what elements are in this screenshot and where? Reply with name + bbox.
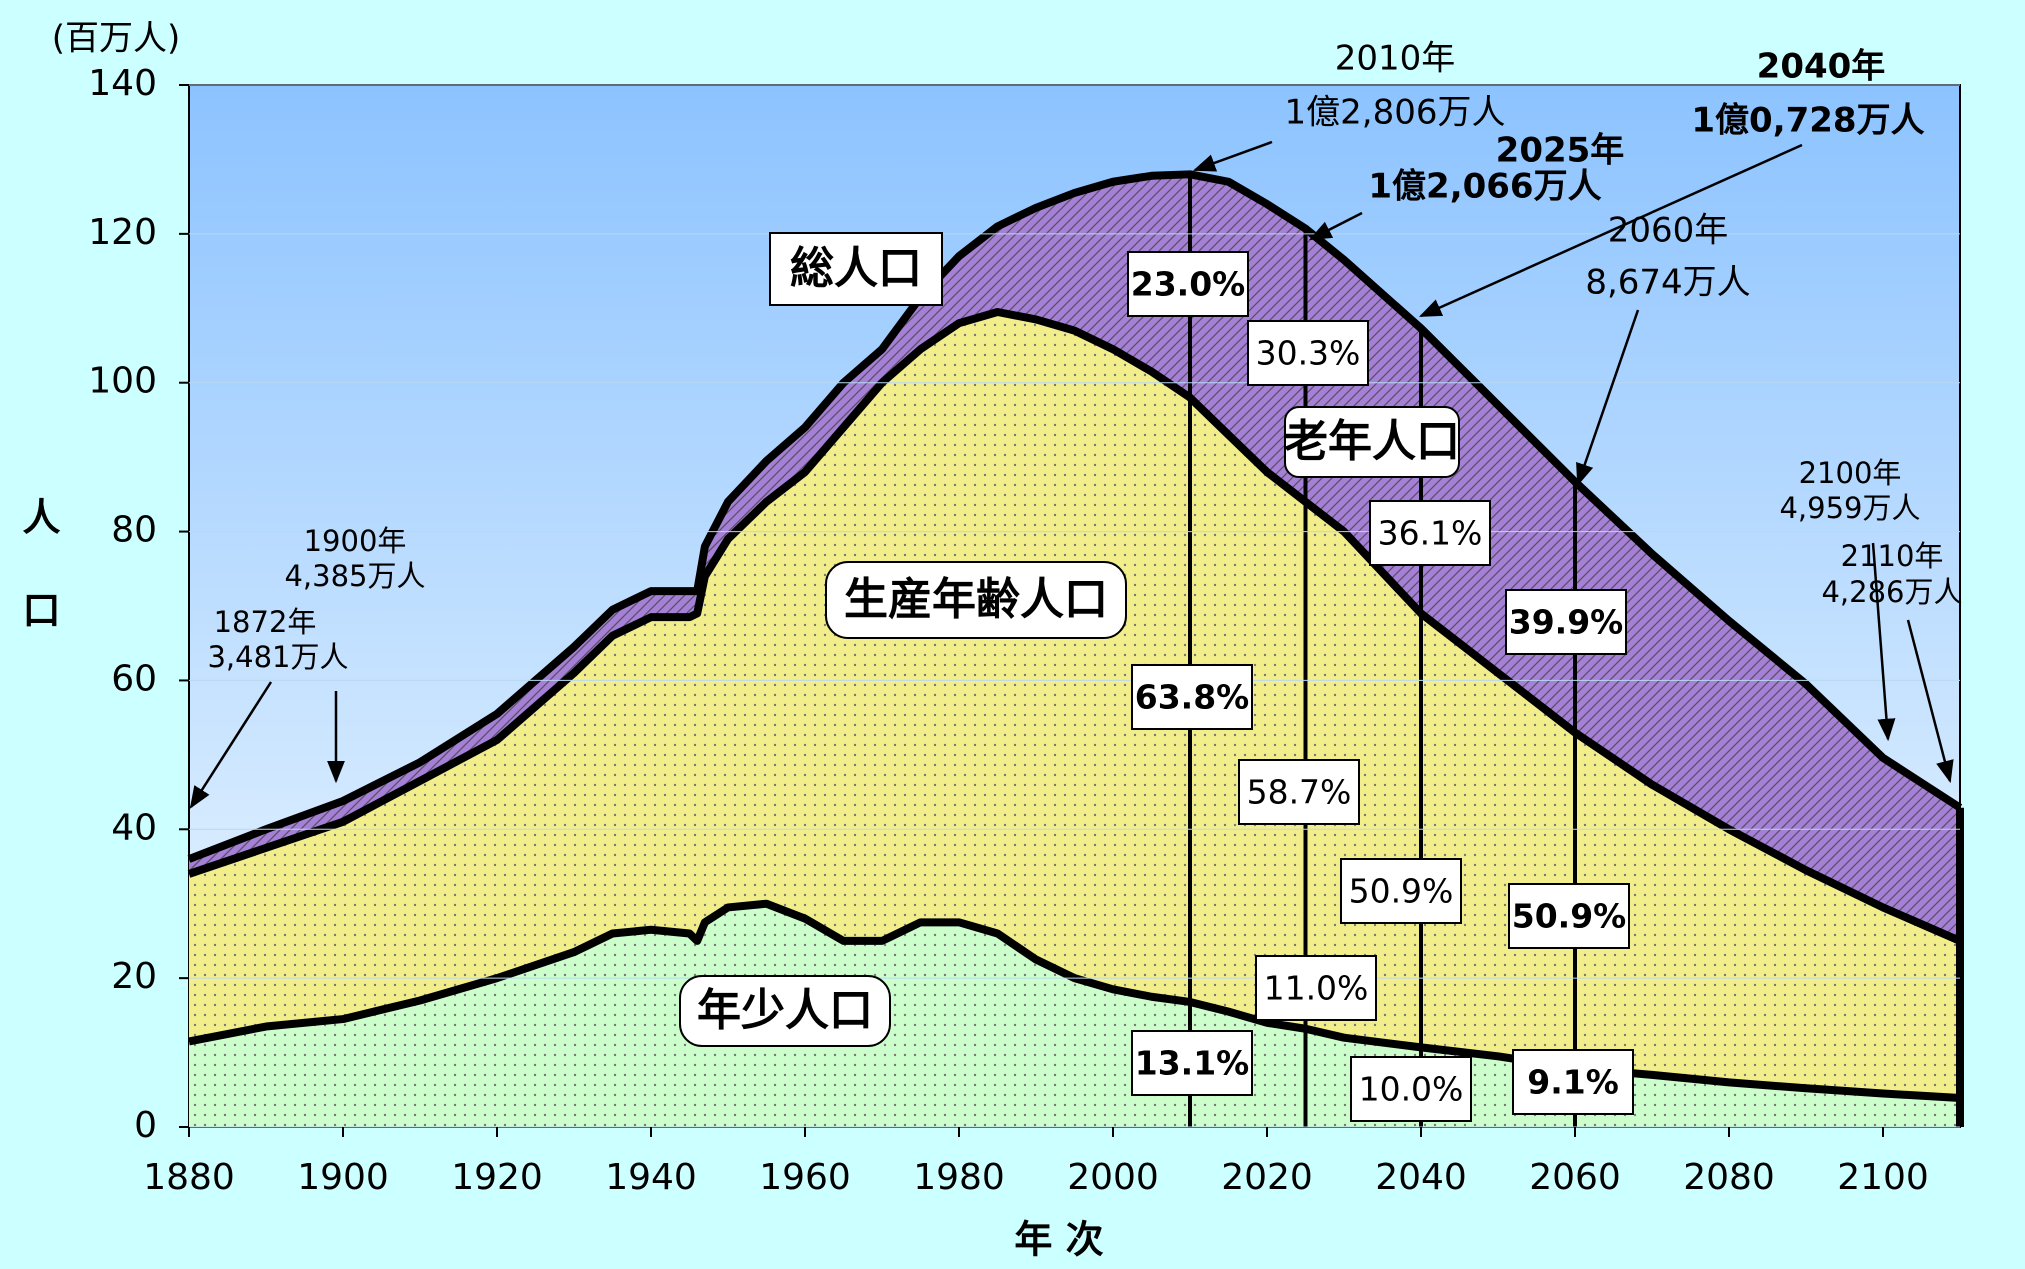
label-box [679,975,891,1047]
label-box [1284,406,1460,478]
percent-box [1505,589,1627,655]
x-tick-label: 2000 [1067,1157,1159,1198]
boundary-line [188,899,1961,1102]
y-tick-label: 40 [111,807,157,848]
percent-label: 39.9% [1509,603,1624,642]
label: 老年人口 [1284,416,1460,467]
percent-label: 9.1% [1527,1063,1619,1102]
x-tick-label: 2080 [1683,1157,1775,1198]
label-box [769,232,943,306]
y-tick-label: 60 [111,658,157,699]
x-tick-label: 2060 [1529,1157,1621,1198]
y-tick-label: 80 [111,510,157,551]
percent-label: 50.9% [1349,872,1454,911]
x-tick-label: 1940 [605,1157,697,1198]
x-axis-label: 年 次 [1014,1218,1103,1262]
label: 生産年齢人口 [844,574,1108,625]
percent-box [1508,883,1630,949]
y-tick-label: 140 [88,63,157,104]
x-tick-label: 2100 [1837,1157,1929,1198]
boundary-line [187,308,1962,945]
percent-label: 63.8% [1135,678,1250,717]
y-tick-label: 0 [134,1105,157,1146]
x-tick-label: 2020 [1221,1157,1313,1198]
x-tick-label: 2040 [1375,1157,1467,1198]
y-tick-label: 100 [88,361,157,402]
percent-box [1369,500,1491,566]
annotation: 4,959万人 [1779,491,1920,525]
percent-label: 13.1% [1135,1044,1250,1083]
percent-box [1238,759,1360,825]
annotation: 4,286万人 [1821,575,1962,609]
annotation: 4,385万人 [284,559,425,593]
annotation: 1億0,728万人 [1691,101,1924,141]
percent-label: 11.0% [1264,969,1369,1008]
annotation: 2025年 [1496,131,1625,171]
arrow [1871,542,1896,742]
percent-box [1131,664,1253,730]
annotation: 2040年 [1757,47,1886,87]
arrow [1308,211,1363,241]
annotation: 3,481万人 [207,640,348,674]
x-tick-label: 1960 [759,1157,851,1198]
x-tick-label: 1880 [143,1157,235,1198]
percent-box [1127,251,1249,317]
boundary-line [187,170,1963,863]
percent-box [1512,1049,1634,1115]
y-tick-label: 20 [111,956,157,997]
x-tick-label: 1980 [913,1157,1005,1198]
percent-box [1131,1030,1253,1096]
annotation: 2060年 [1608,211,1729,251]
x-tick-label: 1900 [297,1157,389,1198]
annotation: 8,674万人 [1585,263,1750,303]
percent-box [1340,858,1462,924]
y-axis-label: 人口 [16,497,60,683]
annotation: 1872年 [214,605,317,639]
annotation: 1億2,066万人 [1368,167,1601,207]
percent-box [1255,955,1377,1021]
annotation: 1900年 [304,524,407,558]
y-unit: (百万人) [52,19,181,59]
arrow [1192,140,1273,172]
percent-box [1350,1056,1472,1122]
arrow [189,681,273,809]
arrow [1576,309,1640,487]
label-box [825,561,1127,639]
percent-label: 36.1% [1378,514,1483,553]
annotation: 2110年 [1841,539,1944,573]
percent-box [1247,320,1369,386]
label: 総人口 [790,243,922,294]
arrow [1418,143,1803,318]
percent-label: 10.0% [1359,1070,1464,1109]
arrow [1906,619,1954,784]
percent-label: 23.0% [1131,265,1246,304]
y-tick-label: 120 [88,212,157,253]
annotation: 2100年 [1799,456,1902,490]
annotation: 2010年 [1335,39,1456,79]
percent-label: 50.9% [1512,897,1627,936]
label: 年少人口 [697,985,873,1036]
percent-label: 58.7% [1247,773,1352,812]
annotation: 1億2,806万人 [1285,93,1506,133]
x-tick-label: 1920 [451,1157,543,1198]
percent-label: 30.3% [1256,334,1361,373]
